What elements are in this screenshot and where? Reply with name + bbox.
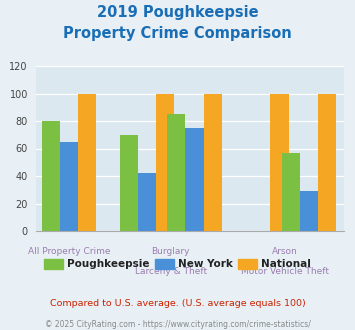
Text: Burglary: Burglary	[152, 248, 190, 256]
Bar	[318, 93, 336, 231]
Bar	[167, 114, 185, 231]
Bar	[42, 121, 60, 231]
Bar	[120, 135, 138, 231]
Bar	[282, 152, 300, 231]
Text: Larceny & Theft: Larceny & Theft	[135, 267, 207, 276]
Text: © 2025 CityRating.com - https://www.cityrating.com/crime-statistics/: © 2025 CityRating.com - https://www.city…	[45, 320, 310, 329]
Bar	[185, 128, 204, 231]
Bar	[204, 93, 222, 231]
Bar	[60, 142, 78, 231]
Text: All Property Crime: All Property Crime	[28, 248, 110, 256]
Text: 2019 Poughkeepsie: 2019 Poughkeepsie	[97, 5, 258, 20]
Legend: Poughkeepsie, New York, National: Poughkeepsie, New York, National	[40, 255, 315, 274]
Text: Compared to U.S. average. (U.S. average equals 100): Compared to U.S. average. (U.S. average …	[50, 299, 305, 308]
Bar	[78, 93, 96, 231]
Text: Arson: Arson	[272, 248, 298, 256]
Bar	[271, 93, 289, 231]
Bar	[156, 93, 174, 231]
Text: Property Crime Comparison: Property Crime Comparison	[63, 26, 292, 41]
Bar	[138, 173, 156, 231]
Bar	[300, 191, 318, 231]
Text: Motor Vehicle Theft: Motor Vehicle Theft	[241, 267, 329, 276]
